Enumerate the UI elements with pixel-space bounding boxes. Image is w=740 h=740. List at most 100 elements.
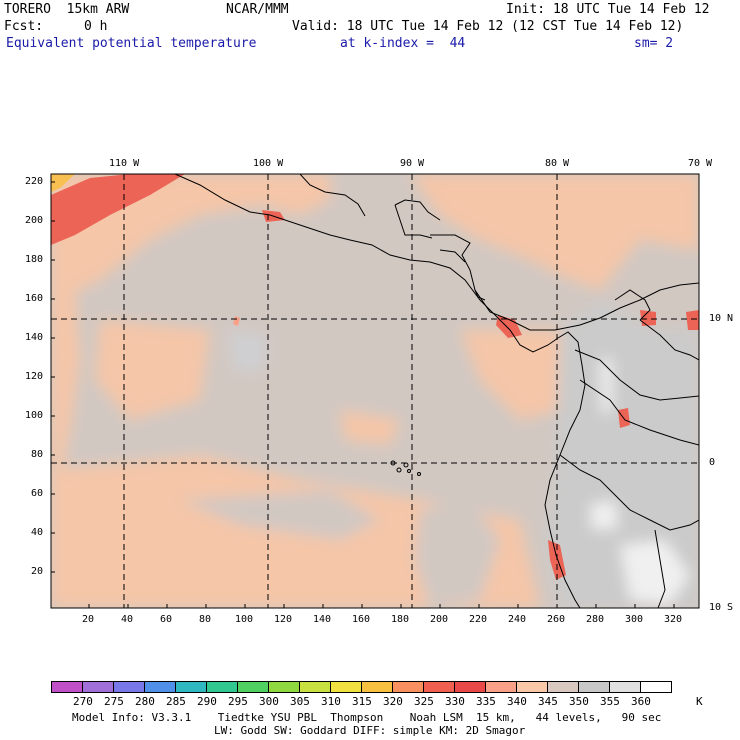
y-tick-label: 100 [25,410,44,421]
colorbar-level-label: 270 [73,695,93,708]
colorbar-level-label: 345 [538,695,558,708]
lat-label-0: 0 [709,457,716,468]
colorbar-swatch [299,681,331,693]
y-tick-label: 20 [31,566,44,577]
level-info: at k-index = 44 [340,36,466,51]
shading-orange-corner [51,174,75,192]
border-honduras [439,249,466,263]
shading-e-peach [460,330,560,420]
lon-label-70w: 70 W [688,158,713,169]
shading-mid2-peach [340,410,400,445]
colorbar-swatch [175,681,207,693]
colorbar-level-label: 305 [290,695,310,708]
colorbar-swatch [578,681,610,693]
smoothing-info: sm= 2 [634,36,674,51]
colorbar-level-label: 290 [197,695,217,708]
shading-white-mid [590,500,618,530]
x-tick-label: 220 [469,614,488,625]
border-colombia-peru [579,379,699,446]
colorbar-level-label: 330 [445,695,465,708]
shading-light-gray [228,330,268,372]
x-tick-label: 180 [391,614,410,625]
forecast-hour: 0 h [84,19,108,34]
shading-red-venezuela [686,310,699,330]
x-tick-label: 300 [625,614,644,625]
coast-yucatan [394,199,441,221]
y-tick-label: 200 [25,215,44,226]
y-tick-label: 120 [25,371,44,382]
shading-south-gray [180,490,380,540]
border-mexico [394,204,433,239]
x-tick-label: 140 [313,614,332,625]
forecast-label: Fcst: [4,19,44,34]
x-tick-label: 40 [121,614,134,625]
coast-pacific [174,174,586,608]
colorbar-swatch [51,681,83,693]
organization: NCAR/MMM [226,2,289,17]
colorbar-swatch [454,681,486,693]
colorbar-level-label: 300 [259,695,279,708]
colorbar-level-label: 295 [228,695,248,708]
colorbar-unit: K [696,695,703,708]
x-tick-label: 240 [508,614,527,625]
colorbar-swatch [82,681,114,693]
border-peru-bolivia [654,529,666,608]
x-tick-label: 100 [235,614,254,625]
y-tick-label: 220 [25,176,44,187]
colorbar-swatch [268,681,300,693]
shading-white-north [600,358,612,415]
valid-time: Valid: 18 UTC Tue 14 Feb 12 (12 CST Tue … [292,19,684,34]
coastlines [174,174,699,608]
colorbar-swatch [485,681,517,693]
shading-se-gray [415,500,500,608]
x-tick-label: 200 [430,614,449,625]
axis-ticks [51,181,675,608]
init-time: Init: 18 UTC Tue 14 Feb 12 [506,2,710,17]
y-tick-label: 160 [25,293,44,304]
lat-label-10s: 10 S [709,602,734,613]
lat-label-10n: 10 N [709,313,734,324]
colorbar-level-label: 350 [569,695,589,708]
x-tick-label: 320 [664,614,683,625]
lake-nicaragua [474,289,486,301]
y-tick-label: 180 [25,254,44,265]
colorbar-level-label: 310 [321,695,341,708]
coast-maracaibo [614,289,651,321]
coast-caribbean [430,234,555,331]
model-title: TORERO 15km ARW [4,2,130,17]
plot-frame [50,173,700,609]
colorbar-level-label: 280 [135,695,155,708]
colorbar-swatch [113,681,145,693]
colorbar-swatch [206,681,238,693]
colorbar-level-label: 340 [507,695,527,708]
colorbar-swatch [547,681,579,693]
colorbar-level-label: 360 [631,695,651,708]
colorbar-level-label: 320 [383,695,403,708]
shading-white-south [620,540,690,605]
shading-red-colombia [640,310,656,326]
physics-info: LW: Godd SW: Goddard DIFF: simple KM: 2D… [214,724,526,737]
colorbar-level-label: 335 [476,695,496,708]
graticule [51,174,699,608]
y-tick-label: 60 [31,488,44,499]
shading-red-costarica [496,315,522,338]
field-name: Equivalent potential temperature [6,36,257,51]
y-tick-label: 80 [31,449,44,460]
field-shading [51,174,699,608]
lon-label-110w: 110 W [109,158,140,169]
shading-ne-peach [410,174,699,290]
y-tick-label: 140 [25,332,44,343]
colorbar-swatch [609,681,641,693]
border-colombia-venezuela [639,319,699,361]
colorbar-swatch [640,681,672,693]
colorbar-level-label: 315 [352,695,372,708]
x-tick-label: 160 [352,614,371,625]
lon-label-80w: 80 W [545,158,570,169]
x-tick-label: 260 [547,614,566,625]
y-tick-label: 40 [31,527,44,538]
colorbar-swatch [423,681,455,693]
colorbar-level-label: 285 [166,695,186,708]
colorbar-swatch [392,681,424,693]
lon-label-90w: 90 W [400,158,425,169]
